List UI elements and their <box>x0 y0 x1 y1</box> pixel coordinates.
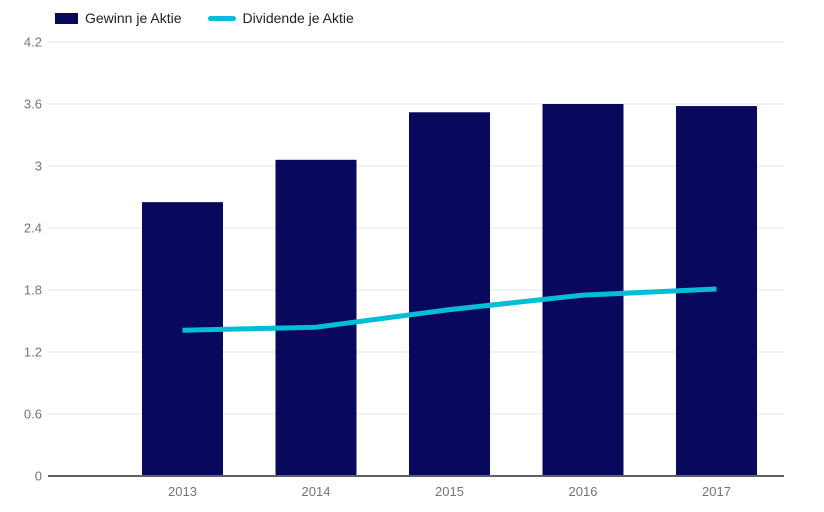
legend-item-dividende-je-aktie[interactable]: Dividende je Aktie <box>207 10 354 26</box>
line-series-swatch-icon <box>207 15 236 21</box>
y-tick-label: 4.2 <box>24 35 42 50</box>
y-tick-label: 3 <box>35 159 42 174</box>
bar-2014[interactable] <box>275 159 357 477</box>
legend-label-gewinn: Gewinn je Aktie <box>85 10 182 26</box>
y-tick-label: 3.6 <box>24 97 42 112</box>
legend-item-gewinn-je-aktie[interactable]: Gewinn je Aktie <box>55 10 182 26</box>
x-tick-label: 2014 <box>302 484 331 499</box>
bar-2015[interactable] <box>409 112 490 477</box>
x-tick-label: 2015 <box>435 484 464 499</box>
y-tick-label: 2.4 <box>24 221 42 236</box>
y-tick-label: 1.8 <box>24 283 42 298</box>
y-tick-label: 1.2 <box>24 345 42 360</box>
y-tick-label: 0 <box>35 469 42 484</box>
dividend-line[interactable] <box>182 286 717 333</box>
bar-2013[interactable] <box>142 202 223 476</box>
x-tick-label: 2017 <box>702 484 731 499</box>
legend: Gewinn je Aktie Dividende je Aktie <box>55 10 354 26</box>
x-tick-label: 2013 <box>168 484 197 499</box>
x-tick-label: 2016 <box>569 484 598 499</box>
y-tick-label: 0.6 <box>24 407 42 422</box>
legend-label-dividende: Dividende je Aktie <box>242 10 354 26</box>
bar-2016[interactable] <box>542 104 624 476</box>
bar-series-swatch-icon <box>55 12 78 24</box>
